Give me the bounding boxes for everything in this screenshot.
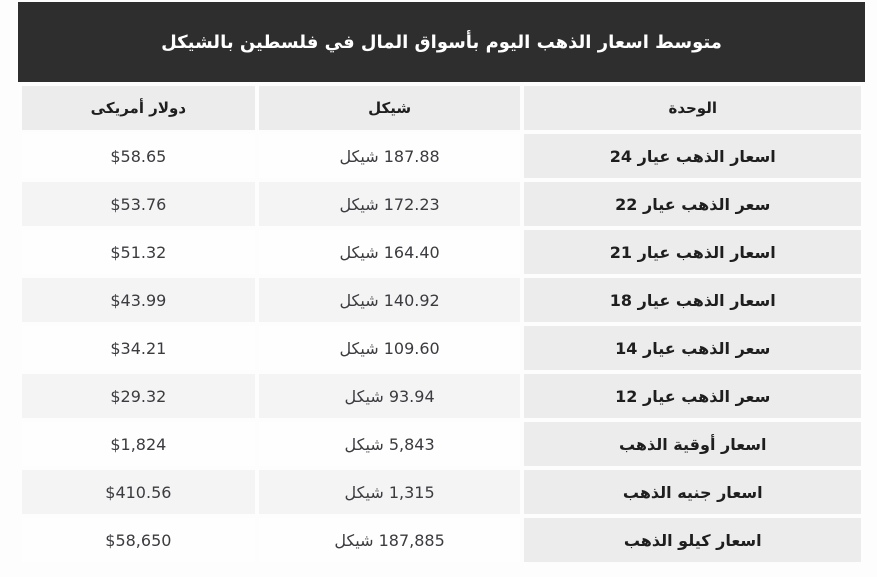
shekel-value-cell: 172.23 شيكل <box>258 182 521 226</box>
dollar-value-cell: $51.32 <box>22 230 255 274</box>
table-body: اسعار الذهب عيار 24 187.88 شيكل $58.65 س… <box>22 134 861 562</box>
unit-cell: اسعار جنيه الذهب <box>524 470 861 514</box>
table-row: اسعار الذهب عيار 21 164.40 شيكل $51.32 <box>22 230 861 274</box>
table-row: اسعار أوقية الذهب 5,843 شيكل $1,824 <box>22 422 861 466</box>
shekel-value-cell: 187.88 شيكل <box>258 134 521 178</box>
table-row: سعر الذهب عيار 22 172.23 شيكل $53.76 <box>22 182 861 226</box>
unit-cell: اسعار الذهب عيار 18 <box>524 278 861 322</box>
table-row: اسعار الذهب عيار 18 140.92 شيكل $43.99 <box>22 278 861 322</box>
dollar-value-cell: $58.65 <box>22 134 255 178</box>
table-row: اسعار جنيه الذهب 1,315 شيكل $410.56 <box>22 470 861 514</box>
unit-cell: سعر الذهب عيار 12 <box>524 374 861 418</box>
shekel-value-cell: 187,885 شيكل <box>258 518 521 562</box>
unit-cell: سعر الذهب عيار 14 <box>524 326 861 370</box>
dollar-value-cell: $34.21 <box>22 326 255 370</box>
table-row: اسعار كيلو الذهب 187,885 شيكل $58,650 <box>22 518 861 562</box>
unit-cell: سعر الذهب عيار 22 <box>524 182 861 226</box>
table-title-bar: متوسط اسعار الذهب اليوم بأسواق المال في … <box>18 2 865 82</box>
table-row: سعر الذهب عيار 14 109.60 شيكل $34.21 <box>22 326 861 370</box>
shekel-value-cell: 93.94 شيكل <box>258 374 521 418</box>
dollar-value-cell: $58,650 <box>22 518 255 562</box>
dollar-value-cell: $53.76 <box>22 182 255 226</box>
header-dollar: دولار أمريكى <box>22 86 255 130</box>
unit-cell: اسعار أوقية الذهب <box>524 422 861 466</box>
dollar-value-cell: $29.32 <box>22 374 255 418</box>
table-row: اسعار الذهب عيار 24 187.88 شيكل $58.65 <box>22 134 861 178</box>
shekel-value-cell: 5,843 شيكل <box>258 422 521 466</box>
header-shekel: شيكل <box>258 86 521 130</box>
unit-cell: اسعار كيلو الذهب <box>524 518 861 562</box>
header-unit: الوحدة <box>524 86 861 130</box>
table-row: سعر الذهب عيار 12 93.94 شيكل $29.32 <box>22 374 861 418</box>
shekel-value-cell: 109.60 شيكل <box>258 326 521 370</box>
shekel-value-cell: 140.92 شيكل <box>258 278 521 322</box>
table-header: الوحدة شيكل دولار أمريكى <box>22 86 861 130</box>
table-title: متوسط اسعار الذهب اليوم بأسواق المال في … <box>161 31 722 53</box>
shekel-value-cell: 164.40 شيكل <box>258 230 521 274</box>
dollar-value-cell: $43.99 <box>22 278 255 322</box>
unit-cell: اسعار الذهب عيار 24 <box>524 134 861 178</box>
shekel-value-cell: 1,315 شيكل <box>258 470 521 514</box>
gold-prices-table: الوحدة شيكل دولار أمريكى اسعار الذهب عيا… <box>18 82 865 566</box>
dollar-value-cell: $410.56 <box>22 470 255 514</box>
dollar-value-cell: $1,824 <box>22 422 255 466</box>
unit-cell: اسعار الذهب عيار 21 <box>524 230 861 274</box>
header-row: الوحدة شيكل دولار أمريكى <box>22 86 861 130</box>
